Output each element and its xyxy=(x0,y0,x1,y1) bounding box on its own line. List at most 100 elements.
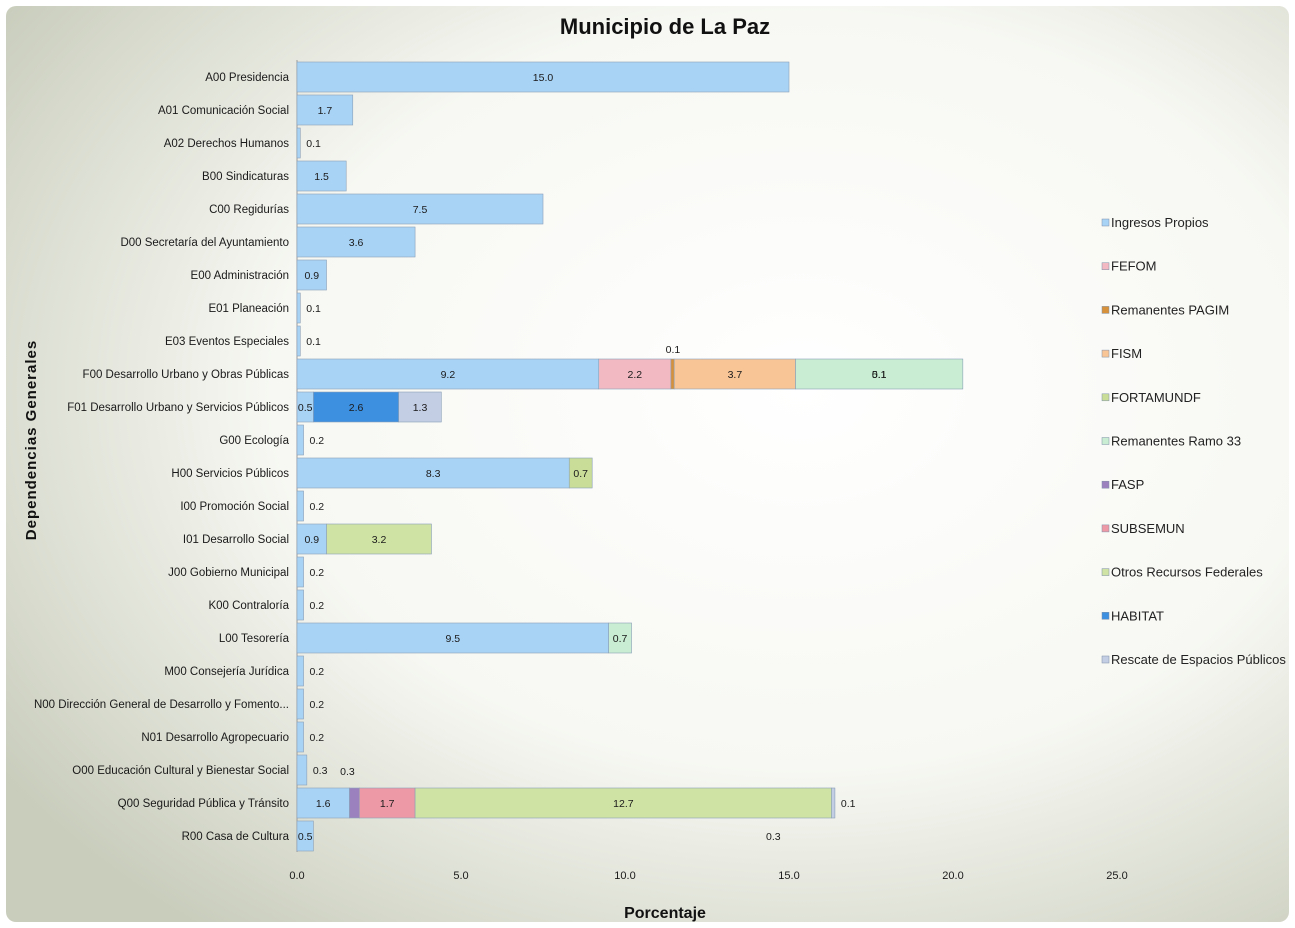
legend-swatch-subsemun xyxy=(1101,524,1110,533)
legend-label-subsemun: SUBSEMUN xyxy=(1111,521,1185,536)
x-tick-label: 5.0 xyxy=(453,870,468,882)
legend-swatch-habitat xyxy=(1101,612,1110,620)
bar-segment-ingresos-propios xyxy=(296,688,304,720)
data-label: 0.9 xyxy=(304,534,319,546)
category-label: F00 Desarrollo Urbano y Obras Públicas xyxy=(83,369,290,381)
x-tick-label: 25.0 xyxy=(1106,870,1127,882)
category-label: G00 Ecología xyxy=(219,435,289,447)
data-label: 9.5 xyxy=(445,633,460,645)
data-label: 7.5 xyxy=(413,204,428,216)
data-label: 1.5 xyxy=(314,171,329,183)
legend-swatch-otros-recursos-federales xyxy=(1101,568,1110,576)
legend-swatch-ingresos-propios xyxy=(1101,218,1110,227)
legend-label-fism: FISM xyxy=(1111,346,1142,361)
bar-segment-ingresos-propios xyxy=(296,94,354,126)
bar-segment-ingresos-propios xyxy=(296,523,327,555)
x-tick-label: 0.0 xyxy=(289,870,304,882)
data-label: 0.3 xyxy=(340,766,355,778)
data-label: 0.2 xyxy=(310,600,325,612)
legend-label-remanentes-ramo-33: Remanentes Ramo 33 xyxy=(1111,434,1241,449)
category-label: F01 Desarrollo Urbano y Servicios Públic… xyxy=(67,402,289,414)
category-label: K00 Contraloría xyxy=(208,600,289,612)
legend-label-fefom: FEFOM xyxy=(1111,259,1157,274)
bar-segment-fasp xyxy=(349,787,360,819)
legend-swatch-rescate-de-espacios-publicos xyxy=(1101,655,1110,664)
bar-segment-ingresos-propios xyxy=(296,424,304,456)
category-label: H00 Servicios Públicos xyxy=(171,468,289,480)
category-label: A00 Presidencia xyxy=(205,72,289,84)
category-label: E00 Administración xyxy=(191,270,289,282)
data-label: 0.7 xyxy=(573,468,588,480)
category-label: E01 Planeación xyxy=(208,303,289,315)
data-label: 0.5 xyxy=(298,831,313,843)
data-label: 12.7 xyxy=(613,798,634,810)
legend-label-fasp: FASP xyxy=(1111,477,1144,492)
category-label: D00 Secretaría del Ayuntamiento xyxy=(120,237,289,249)
legend: Ingresos Propios FEFOM Remanentes PAGIM FIS… xyxy=(1101,215,1286,667)
data-label: 5.1 xyxy=(872,369,887,381)
x-axis-label: Porcentaje xyxy=(624,905,706,922)
category-label: Q00 Seguridad Pública y Tránsito xyxy=(118,798,289,810)
bar-segment-subsemun xyxy=(359,787,416,819)
legend-swatch-remanentes-pagim xyxy=(1101,306,1110,314)
category-label: N01 Desarrollo Agropecuario xyxy=(141,732,289,744)
bar-segment-ingresos-propios xyxy=(296,556,304,588)
category-label: J00 Gobierno Municipal xyxy=(168,567,289,579)
bar-segment-ingresos-propios xyxy=(296,721,304,753)
data-label: 0.1 xyxy=(666,344,681,356)
bar-segment-remanentes-ramo-33 xyxy=(608,622,632,654)
category-label: C00 Regidurías xyxy=(209,204,289,216)
bar-segment-ingresos-propios xyxy=(296,787,350,819)
bar-segment-ingresos-propios xyxy=(296,490,304,522)
category-label: A01 Comunicación Social xyxy=(158,105,289,117)
x-tick-label: 20.0 xyxy=(942,870,963,882)
data-label: 1.3 xyxy=(413,402,428,414)
data-label: 2.2 xyxy=(628,369,643,381)
data-label: 0.3 xyxy=(766,831,781,843)
data-label: 0.7 xyxy=(613,633,628,645)
data-label: 0.2 xyxy=(310,435,325,447)
data-label: 1.7 xyxy=(380,798,395,810)
category-label: L00 Tesorería xyxy=(219,633,290,645)
category-label: I01 Desarrollo Social xyxy=(183,534,289,546)
category-label: R00 Casa de Cultura xyxy=(182,831,290,843)
data-label: 3.6 xyxy=(349,237,364,249)
bar-segment-fism xyxy=(673,358,796,390)
bar-segment-fortamundf xyxy=(568,457,593,489)
bar-segment-ingresos-propios xyxy=(296,622,609,654)
data-label: 2.6 xyxy=(349,402,364,414)
data-label: 0.2 xyxy=(310,501,325,513)
bar-segment-ingresos-propios xyxy=(296,127,301,159)
data-label: 0.9 xyxy=(304,270,319,282)
category-label: B00 Sindicaturas xyxy=(202,171,289,183)
legend-label-remanentes-pagim: Remanentes PAGIM xyxy=(1111,302,1229,317)
bar-segment-rescate-de-espacios-publicos xyxy=(398,391,442,423)
data-label: 1.7 xyxy=(318,105,333,117)
y-axis-label: Dependencias Generales xyxy=(23,340,40,540)
bar-segment-ingresos-propios xyxy=(296,61,790,93)
bar-segment-ingresos-propios xyxy=(296,259,327,291)
category-label: I00 Promoción Social xyxy=(180,501,289,513)
bar-segment-ingresos-propios xyxy=(296,589,304,621)
legend-swatch-fefom xyxy=(1101,262,1110,270)
bar-segment-ingresos-propios xyxy=(296,160,347,192)
data-label: 0.2 xyxy=(310,732,325,744)
category-labels: A00 Presidencia A01 Comunicación Social A0… xyxy=(34,72,290,843)
bar-segment-rescate-de-espacios-publicos xyxy=(831,787,836,819)
data-label: 0.3 xyxy=(313,765,328,777)
bar-segment-ingresos-propios xyxy=(296,226,416,258)
bar-segment-ingresos-propios xyxy=(296,292,301,324)
data-label: 0.1 xyxy=(306,303,321,315)
chart-title: Municipio de La Paz xyxy=(560,14,770,39)
data-labels: 15.0 1.7 0.1 1.5 7.5 3.6 0.9 0.1 0.1 9.2 2.2 0.1 3.7… xyxy=(298,72,887,843)
bar-segment-ingresos-propios xyxy=(296,820,314,852)
data-label: 0.1 xyxy=(306,138,321,150)
data-label: 0.5 xyxy=(298,402,313,414)
bar-segment-habitat xyxy=(313,391,399,423)
data-label: 9.2 xyxy=(441,369,456,381)
x-tick-label: 10.0 xyxy=(614,870,635,882)
bar-segment-otros-recursos-federales xyxy=(326,523,432,555)
data-label: 0.1 xyxy=(841,798,856,810)
x-tick-label: 15.0 xyxy=(778,870,799,882)
data-label: 3.2 xyxy=(372,534,387,546)
